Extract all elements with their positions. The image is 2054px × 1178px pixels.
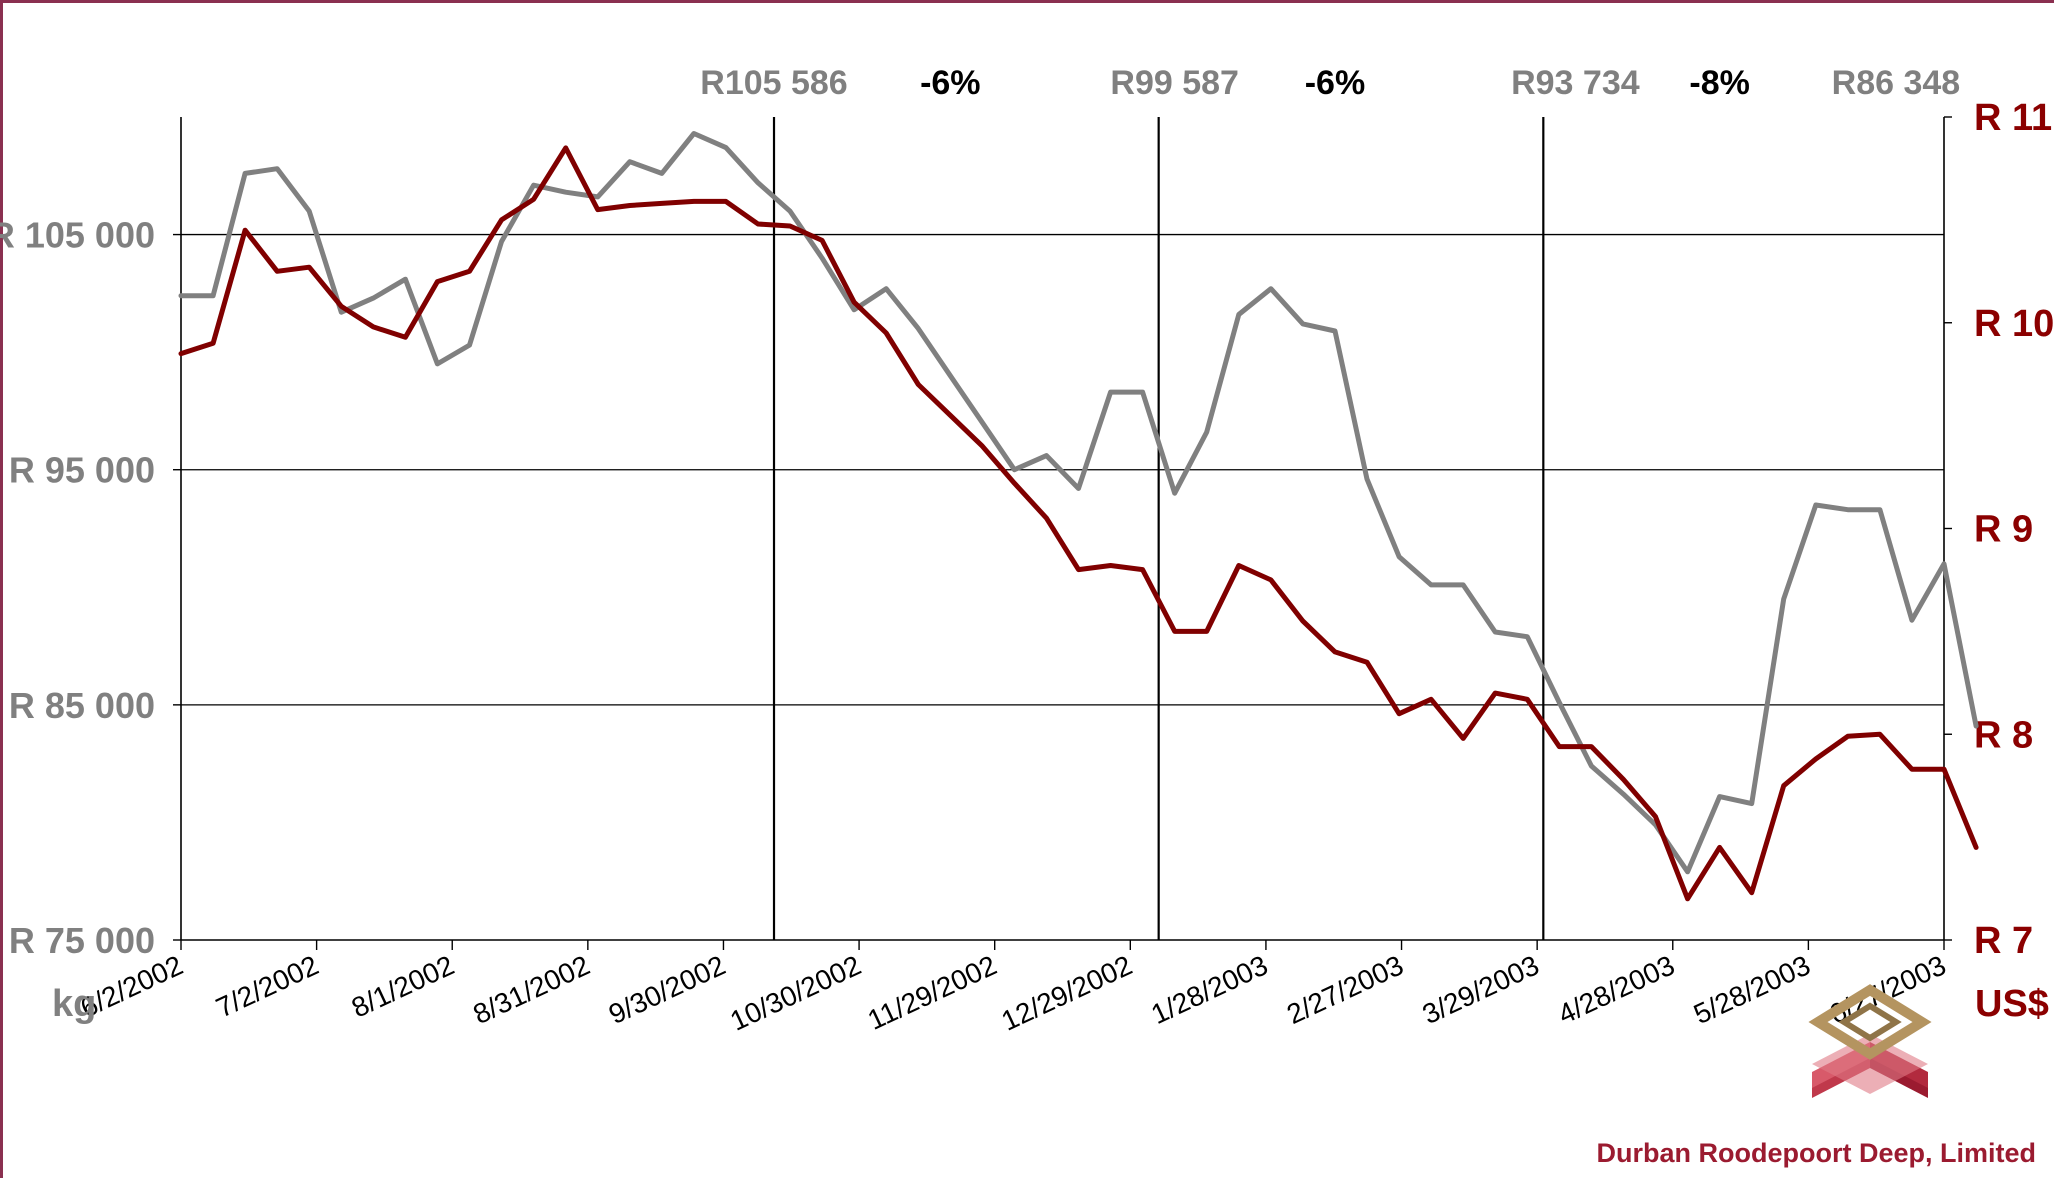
- x-tick-label: 4/28/2003: [1553, 949, 1679, 1030]
- annotations: R105 586 -6% R99 587 -6% R93 734 -8% R86 348: [700, 64, 1960, 102]
- period-dividers: [772, 117, 1545, 940]
- annotation-label: -6%: [920, 64, 980, 102]
- x-tick-label: 10/30/2002: [726, 949, 866, 1036]
- x-axis-ticks: 6/2/2002 7/2/2002 8/1/2002 8/31/2002 9/30/20…: [76, 940, 1951, 1037]
- x-tick-label: 1/28/2003: [1146, 949, 1272, 1030]
- x-tick-label: 3/29/2003: [1418, 949, 1544, 1030]
- x-tick-label: 12/29/2002: [997, 949, 1137, 1036]
- right-axis-ticks: R 11 R 10 R 9 R 8 R 7: [1944, 97, 2054, 962]
- left-axis-ticks: R 105 000 R 95 000 R 85 000 R 75 000: [0, 215, 181, 961]
- x-tick-label: 2/27/2003: [1282, 949, 1408, 1030]
- left-tick-label: R 95 000: [9, 450, 155, 491]
- x-tick-label: 8/1/2002: [347, 949, 459, 1023]
- annotation-label: R86 348: [1832, 64, 1961, 102]
- left-tick-label: R 105 000: [0, 215, 155, 256]
- right-tick-label: R 10: [1974, 303, 2054, 345]
- annotation-label: R99 587: [1110, 64, 1239, 102]
- company-name: Durban Roodepoort Deep, Limited: [1596, 1138, 2036, 1168]
- left-tick-label: R 85 000: [9, 685, 155, 726]
- right-axis-unit: US$: [1975, 983, 2049, 1025]
- annotation-label: -6%: [1305, 64, 1365, 102]
- left-tick-label: R 75 000: [9, 920, 155, 961]
- annotation-label: R105 586: [700, 64, 847, 102]
- annotation-label: R93 734: [1511, 64, 1640, 102]
- x-tick-label: 7/2/2002: [211, 949, 323, 1023]
- right-tick-label: R 7: [1974, 920, 2033, 962]
- annotation-label: -8%: [1689, 64, 1749, 102]
- left-axis-unit: kg: [52, 983, 96, 1025]
- logo-mark: [1808, 984, 1932, 1098]
- right-tick-label: R 8: [1974, 714, 2033, 756]
- x-tick-label: 8/31/2002: [468, 949, 594, 1030]
- series-lines: [178, 131, 1979, 902]
- gray-series-line: [178, 131, 1979, 875]
- right-tick-label: R 9: [1974, 509, 2033, 551]
- x-tick-label: 9/30/2002: [604, 949, 730, 1030]
- x-tick-label: 11/29/2002: [863, 949, 1001, 1035]
- red-series-line: [178, 145, 1979, 902]
- right-tick-label: R 11: [1974, 97, 2052, 139]
- company-logo: Durban Roodepoort Deep, Limited: [1596, 984, 2036, 1168]
- axes: [180, 117, 1945, 941]
- x-tick-label: 5/28/2003: [1689, 949, 1815, 1030]
